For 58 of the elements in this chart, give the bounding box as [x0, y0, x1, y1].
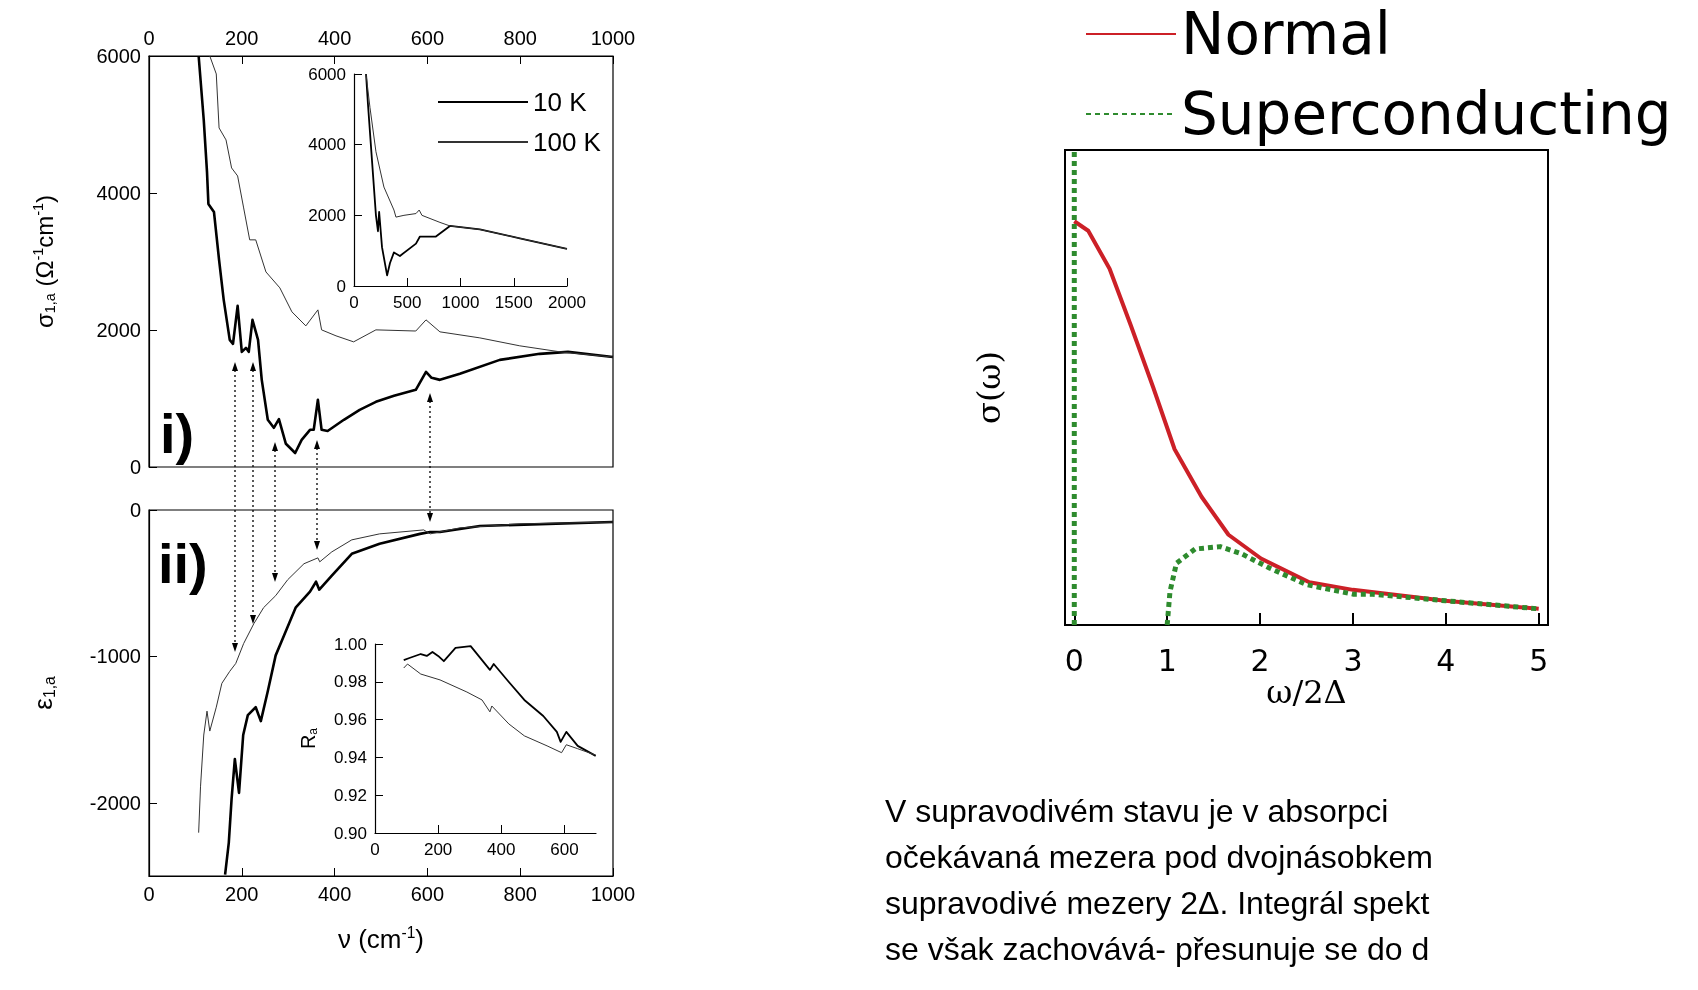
x-tick-label: 1500	[494, 293, 533, 312]
line-series	[403, 663, 597, 756]
x-tick-label: 500	[393, 293, 422, 312]
x-tick-label: 600	[410, 883, 445, 905]
line-series	[402, 645, 597, 757]
x-tick-label: 400	[317, 27, 352, 49]
x-tick-label: 600	[410, 27, 445, 49]
y-tick-label: 4000	[308, 135, 346, 155]
y-axis-title: ε1,a	[27, 676, 58, 710]
y-tick-label: 6000	[308, 64, 346, 84]
x-tick-label: 800	[503, 883, 537, 905]
y-tick-label: 2000	[308, 205, 346, 225]
text: se však zachovává- přesunuje se do d	[885, 931, 1430, 967]
y-axis-title: σ(ω)	[970, 351, 1008, 424]
x-tick-label: 400	[317, 883, 352, 905]
legend-label: 10 K	[533, 87, 588, 117]
x-tick-label: 0	[370, 840, 380, 859]
x-tick-label: 800	[503, 27, 537, 49]
text: očekávaná mezera pod dvojnásobkem	[885, 839, 1433, 875]
y-axis-title: Ra	[297, 727, 320, 750]
annotation: i)	[160, 401, 195, 465]
x-tick-label: 5	[1529, 642, 1549, 678]
x-tick-label: 400	[487, 840, 516, 859]
y-tick-label: -2000	[89, 791, 141, 814]
annotation: ii)	[158, 531, 208, 595]
x-tick-label: 200	[423, 840, 453, 859]
y-tick-label: 2000	[96, 319, 141, 341]
x-tick-label: 0	[143, 883, 155, 905]
y-axis-title: σ1,a (Ω-1cm-1)	[30, 195, 58, 328]
legend-label: Superconducting	[1181, 80, 1672, 148]
x-tick-label: 1	[1157, 642, 1177, 678]
x-tick-label: 0	[143, 27, 155, 49]
y-tick-label: 0.90	[333, 823, 367, 843]
text: supravodivé mezery 2Δ. Integrál spekt	[885, 885, 1430, 921]
x-tick-label: 4	[1436, 642, 1456, 678]
y-tick-label: 0.98	[333, 672, 367, 692]
x-tick-label: 200	[225, 27, 259, 49]
y-tick-label: -1000	[89, 645, 141, 668]
y-tick-label: 0	[336, 276, 346, 296]
legend-label: 100 K	[533, 127, 602, 157]
x-tick-label: 1000	[590, 883, 636, 905]
y-tick-label: 6000	[96, 45, 141, 67]
line-series	[209, 55, 614, 358]
y-tick-label: 1.00	[333, 634, 367, 654]
y-tick-label: 0	[129, 456, 141, 478]
y-tick-label: 0	[129, 499, 141, 521]
x-tick-label: 1000	[590, 27, 636, 49]
y-tick-label: 0.96	[333, 710, 367, 730]
legend-label: Normal	[1181, 0, 1391, 68]
x-tick-label: 600	[550, 840, 579, 859]
x-tick-label: 2000	[548, 293, 586, 312]
x-tick-label: 0	[1064, 642, 1084, 678]
y-tick-label: 0.94	[333, 747, 367, 767]
text: V supravodivém stavu je v absorpci	[885, 793, 1389, 829]
x-tick-label: 200	[225, 883, 259, 905]
x-tick-label: 1000	[441, 293, 480, 312]
y-tick-label: 0.92	[333, 785, 367, 805]
y-tick-label: 4000	[96, 182, 141, 204]
